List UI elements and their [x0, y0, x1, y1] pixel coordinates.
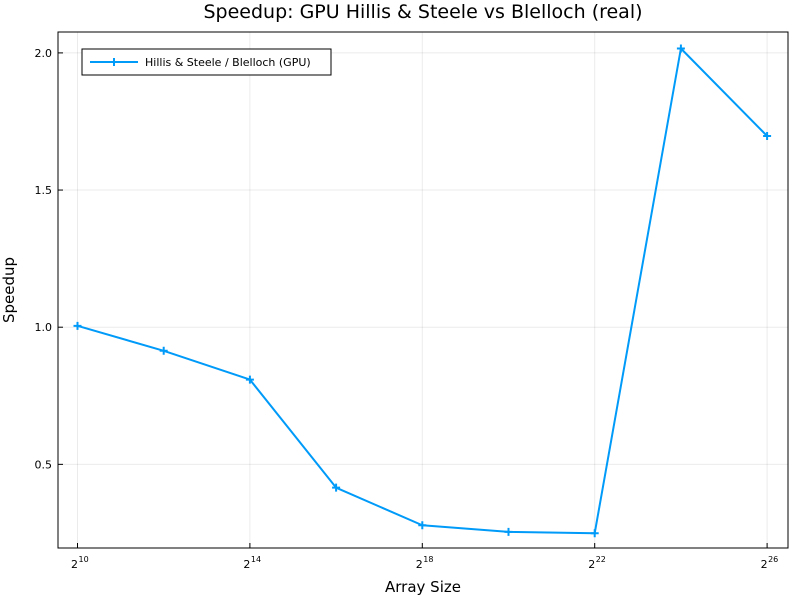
- x-axis-ticks: 2 10 2 14 2 18 2 22 2 26: [71, 543, 778, 571]
- x-tick-exponent: 26: [768, 555, 778, 564]
- data-point-marker: [590, 529, 599, 538]
- series-layer: [73, 44, 772, 538]
- x-tick-exponent: 22: [596, 555, 606, 564]
- y-axis-ticks: 0.5 1.0 1.5 2.0: [35, 47, 63, 471]
- data-point-marker: [676, 44, 685, 53]
- data-point-marker: [159, 346, 168, 355]
- x-axis-label: Array Size: [385, 578, 461, 596]
- x-tick-base: 2: [588, 558, 595, 571]
- y-axis-label: Speedup: [0, 257, 18, 323]
- x-tick-exponent: 10: [79, 555, 89, 564]
- x-tick-base: 2: [243, 558, 250, 571]
- data-point-marker: [763, 132, 772, 141]
- data-point-marker: [504, 527, 513, 536]
- data-point-marker: [332, 483, 341, 492]
- x-tick-exponent: 14: [251, 555, 261, 564]
- plot-frame: [57, 31, 789, 549]
- x-tick-label: 2 10: [71, 555, 89, 571]
- x-tick-label: 2 26: [761, 555, 779, 571]
- data-point-marker: [73, 321, 82, 330]
- data-point-marker: [245, 375, 254, 384]
- legend-entry-label: Hillis & Steele / Blelloch (GPU): [145, 56, 311, 69]
- y-tick-label: 1.5: [35, 184, 53, 197]
- legend-marker: [110, 58, 118, 66]
- legend: Hillis & Steele / Blelloch (GPU): [81, 48, 332, 76]
- chart-title: Speedup: GPU Hillis & Steele vs Blelloch…: [203, 1, 642, 23]
- x-tick-base: 2: [416, 558, 423, 571]
- y-tick-label: 0.5: [35, 458, 53, 471]
- x-tick-exponent: 18: [423, 555, 433, 564]
- x-tick-base: 2: [761, 558, 768, 571]
- x-tick-label: 2 22: [588, 555, 606, 571]
- data-point-marker: [418, 521, 427, 530]
- x-tick-label: 2 14: [243, 555, 261, 571]
- y-tick-label: 1.0: [35, 321, 53, 334]
- x-tick-label: 2 18: [416, 555, 434, 571]
- grid: [58, 32, 788, 548]
- y-tick-label: 2.0: [35, 47, 53, 60]
- x-tick-base: 2: [71, 558, 78, 571]
